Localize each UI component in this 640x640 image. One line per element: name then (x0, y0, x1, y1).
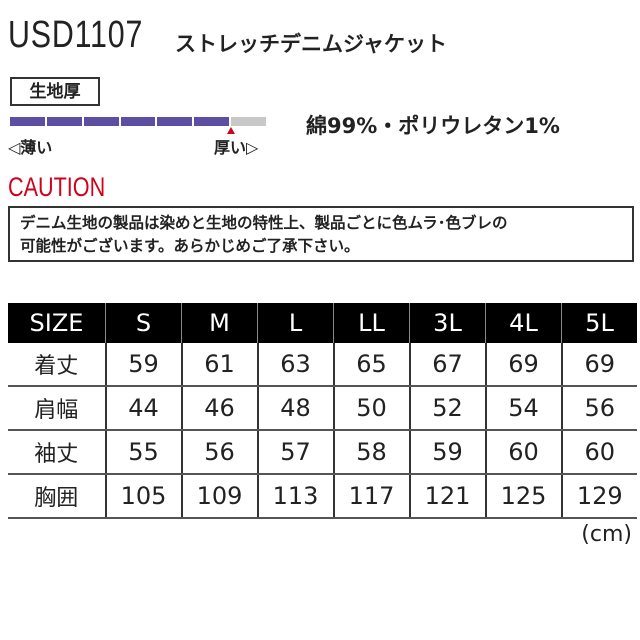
measurement-cell: 58 (332, 430, 410, 475)
table-row: 袖丈 55 56 57 58 59 60 60 (8, 430, 637, 475)
size-header-cell: 4L (485, 303, 562, 343)
caution-notice: デニム生地の製品は染めと生地の特性上、製品ごとに色ムラ･色ブレの 可能性がござい… (8, 206, 634, 262)
thickness-segment (46, 117, 82, 126)
measurement-label: 肩幅 (8, 386, 106, 431)
measurement-cell: 121 (408, 474, 486, 519)
measurement-cell: 46 (180, 386, 258, 431)
product-code: USD1107 (8, 14, 144, 56)
measurement-cell: 125 (484, 474, 562, 519)
size-header-cell: 5L (561, 303, 637, 343)
fabric-thickness-bar (10, 117, 267, 126)
measurement-cell: 48 (256, 386, 334, 431)
size-header-cell: SIZE (8, 303, 106, 343)
thick-label: 厚い▷ (214, 138, 259, 157)
measurement-cell: 59 (104, 343, 182, 387)
caution-line: 可能性がございます。あらかじめご了承下さい。 (20, 237, 360, 255)
measurement-label: 袖丈 (8, 430, 106, 475)
measurement-label: 着丈 (8, 343, 106, 387)
measurement-cell: 61 (180, 343, 258, 387)
measurement-cell: 50 (332, 386, 410, 431)
thickness-segment (231, 117, 267, 126)
material-composition: 綿99%・ポリウレタン1% (306, 114, 560, 138)
thickness-segment (194, 117, 230, 126)
measurement-cell: 69 (484, 343, 562, 387)
table-row: 肩幅 44 46 48 50 52 54 56 (8, 386, 637, 431)
measurement-cell: 55 (104, 430, 182, 475)
thickness-segment (157, 117, 193, 126)
measurement-cell: 69 (560, 343, 637, 387)
thickness-segment (83, 117, 119, 126)
measurement-cell: 59 (408, 430, 486, 475)
measurement-cell: 105 (104, 474, 182, 519)
measurement-cell: 109 (180, 474, 258, 519)
thickness-marker-icon (227, 127, 235, 134)
measurement-label: 胸囲 (8, 474, 106, 519)
measurement-cell: 52 (408, 386, 486, 431)
size-table: SIZE S M L LL 3L 4L 5L 着丈 59 61 63 65 67 69 69 肩幅 44 46 48… (8, 303, 637, 519)
size-header-cell: LL (333, 303, 410, 343)
measurement-cell: 67 (408, 343, 486, 387)
measurement-cell: 54 (484, 386, 562, 431)
measurement-cell: 117 (332, 474, 410, 519)
product-name: ストレッチデニムジャケット (175, 32, 447, 56)
measurement-cell: 56 (560, 386, 637, 431)
measurement-cell: 44 (104, 386, 182, 431)
measurement-cell: 63 (256, 343, 334, 387)
size-header-cell: L (257, 303, 334, 343)
thickness-segment (120, 117, 156, 126)
measurement-cell: 113 (256, 474, 334, 519)
measurement-cell: 56 (180, 430, 258, 475)
size-header-cell: 3L (409, 303, 486, 343)
caution-title: CAUTION (8, 172, 106, 202)
measurement-cell: 129 (560, 474, 637, 519)
table-row: 胸囲 105 109 113 117 121 125 129 (8, 474, 637, 519)
size-header-row: SIZE S M L LL 3L 4L 5L (8, 303, 637, 343)
unit-label: (cm) (581, 522, 632, 547)
measurement-cell: 60 (484, 430, 562, 475)
measurement-cell: 57 (256, 430, 334, 475)
thin-label: ◁薄い (8, 138, 53, 157)
measurement-cell: 65 (332, 343, 410, 387)
caution-line: デニム生地の製品は染めと生地の特性上、製品ごとに色ムラ･色ブレの (20, 214, 508, 232)
table-row: 着丈 59 61 63 65 67 69 69 (8, 343, 637, 387)
fabric-thickness-label: 生地厚 (10, 77, 100, 106)
size-header-cell: M (181, 303, 258, 343)
size-header-cell: S (105, 303, 182, 343)
thickness-segment (10, 117, 45, 126)
measurement-cell: 60 (560, 430, 637, 475)
